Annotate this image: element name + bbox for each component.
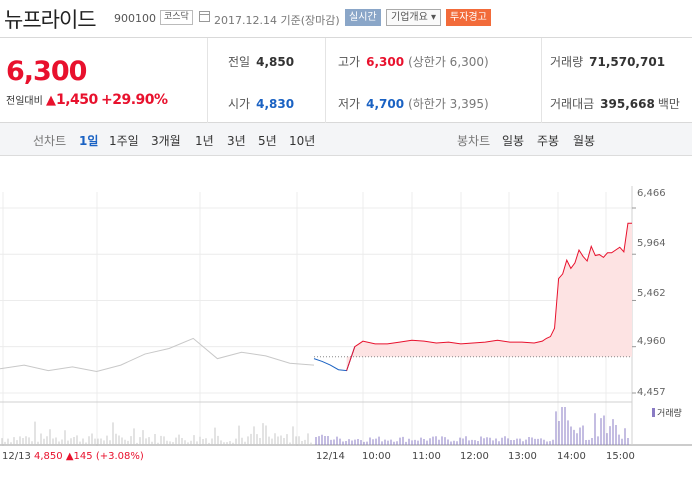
- price-summary: 6,300 전일대비 ▲1,450 +29.90% 전일 4,850 시가 4,83…: [0, 38, 692, 123]
- volume-swatch: [652, 408, 655, 417]
- y-tick-label: 5,462: [637, 288, 666, 299]
- tab-weekly[interactable]: 주봉: [537, 134, 560, 148]
- open-price: 시가 4,830: [228, 97, 295, 111]
- intraday-chart[interactable]: 6,466 5,964 5,462 4,960 4,457 12/14 10:0…: [0, 156, 692, 480]
- x-tick-label: 12/14: [316, 451, 345, 462]
- prev-close: 전일 4,850: [228, 55, 295, 69]
- prev-day-rate: (+3.08%): [95, 451, 144, 462]
- y-tick-label: 5,964: [637, 238, 666, 249]
- x-tick-label: 14:00: [557, 451, 586, 462]
- tab-1y[interactable]: 1년: [195, 134, 214, 148]
- divider: [325, 38, 326, 123]
- prev-day-line: [0, 337, 315, 373]
- y-tick-label: 4,457: [637, 387, 666, 398]
- prev-day-change: 145: [73, 451, 93, 462]
- low-price: 저가 4,700 (하한가 3,395): [338, 97, 489, 111]
- tab-1w[interactable]: 1주일: [109, 134, 139, 148]
- line-chart-label: 선차트: [33, 134, 67, 148]
- tab-daily[interactable]: 일봉: [502, 134, 525, 148]
- x-tick-label: 11:00: [412, 451, 441, 462]
- divider: [207, 38, 208, 123]
- x-tick-label: 12:00: [460, 451, 489, 462]
- company-overview-button[interactable]: 기업개요 ▾: [386, 9, 441, 26]
- tab-3y[interactable]: 3년: [227, 134, 246, 148]
- change-label: 전일대비: [6, 96, 43, 107]
- price-line-up: [346, 222, 632, 371]
- tab-5y[interactable]: 5년: [258, 134, 277, 148]
- stock-header: 뉴프라이드 900100 코스닥 2017.12.14 기준(장마감) 실시간 …: [0, 0, 692, 38]
- stock-code: 900100: [114, 12, 156, 25]
- date-text: 2017.12.14 기준(장마감): [214, 14, 340, 27]
- up-arrow-icon: ▲: [46, 93, 56, 108]
- tab-1d[interactable]: 1일: [79, 134, 99, 148]
- stock-name: 뉴프라이드: [4, 8, 97, 32]
- y-tick-label: 4,960: [637, 336, 666, 347]
- candle-chart-label: 봉차트: [457, 134, 491, 148]
- up-arrow-icon: ▲: [65, 451, 74, 462]
- prev-day-date: 12/13: [2, 451, 31, 462]
- chart-tab-bar: 선차트 1일 1주일 3개월 1년 3년 5년 10년 봉차트 일봉 주봉 월봉: [0, 123, 692, 156]
- price-area: [346, 223, 632, 371]
- prev-day-close: 4,850: [34, 451, 63, 462]
- x-tick-label: 15:00: [606, 451, 635, 462]
- realtime-button[interactable]: 실시간: [345, 9, 381, 26]
- divider: [541, 38, 542, 123]
- chart-canvas[interactable]: [0, 156, 692, 480]
- x-tick-label: 13:00: [508, 451, 537, 462]
- prev-day-info: 12/13 4,850 ▲145 (+3.08%): [2, 451, 144, 462]
- market-badge: 코스닥: [160, 10, 193, 25]
- investment-warning-badge: 투자경고: [446, 9, 491, 26]
- volume: 거래량 71,570,701: [550, 55, 666, 69]
- tab-10y[interactable]: 10년: [289, 134, 316, 148]
- y-tick-label: 6,466: [637, 188, 666, 199]
- change-amount: 1,450: [56, 92, 98, 108]
- price-change: 전일대비 ▲1,450 +29.90%: [6, 92, 168, 108]
- tab-monthly[interactable]: 월봉: [573, 134, 596, 148]
- change-rate: +29.90%: [100, 92, 168, 108]
- x-tick-label: 10:00: [362, 451, 391, 462]
- current-price: 6,300: [6, 56, 87, 87]
- volume-legend: 거래량: [652, 406, 682, 419]
- high-price: 고가 6,300 (상한가 6,300): [338, 55, 489, 69]
- tab-3m[interactable]: 3개월: [151, 134, 181, 148]
- trade-value: 거래대금 395,668 백만: [550, 97, 680, 111]
- calendar-icon: [199, 11, 210, 22]
